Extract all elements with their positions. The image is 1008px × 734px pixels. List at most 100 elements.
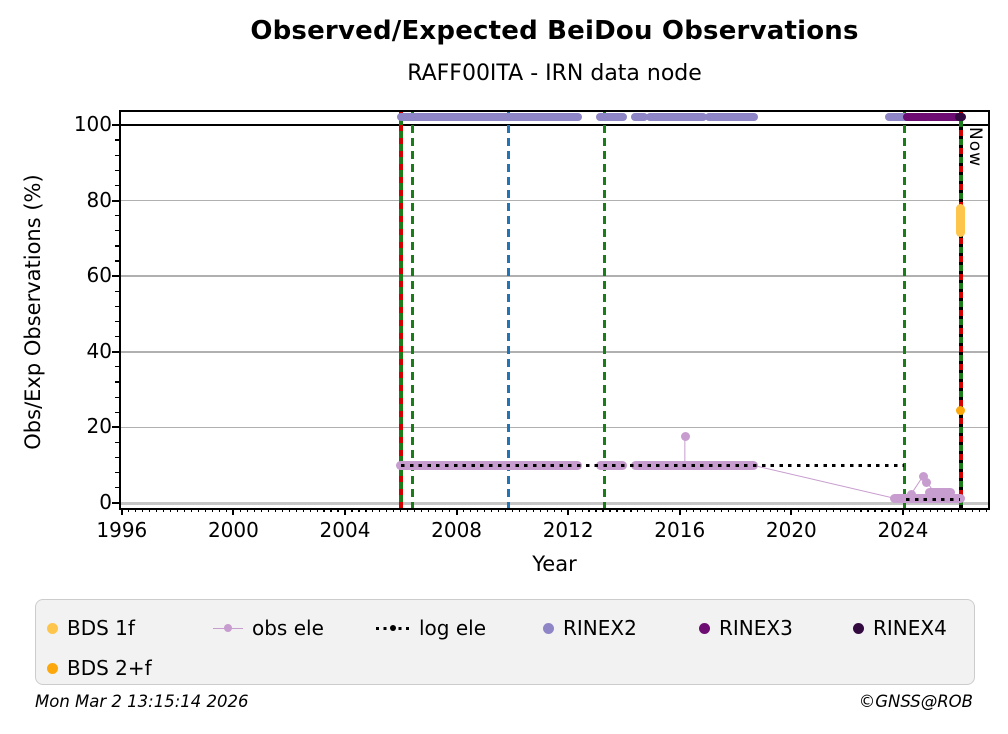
x-minor-tick <box>630 508 632 512</box>
y-minor-tick <box>115 260 119 262</box>
gridline-y0 <box>121 501 988 505</box>
x-minor-tick <box>539 508 541 512</box>
reference-line-100 <box>121 123 988 127</box>
x-minor-tick <box>365 508 367 512</box>
legend-item-rinex4: RINEX4 <box>853 616 947 640</box>
legend-label: RINEX4 <box>873 616 947 640</box>
x-minor-tick <box>442 508 444 512</box>
x-minor-tick <box>351 508 353 512</box>
obs-ele-dot <box>224 624 232 632</box>
x-minor-tick <box>727 508 730 512</box>
x-tick-label-2004: 2004 <box>319 518 371 542</box>
timestamp: Mon Mar 2 13:15:14 2026 <box>35 692 249 711</box>
data-run-rinex2 <box>884 113 910 122</box>
x-minor-tick <box>783 508 785 512</box>
x-minor-tick <box>804 508 806 512</box>
data-point-obs-ele <box>922 478 932 488</box>
x-minor-tick <box>986 508 988 512</box>
x-minor-tick <box>225 508 228 512</box>
x-minor-tick <box>825 508 827 512</box>
x-minor-tick <box>846 508 848 512</box>
x-minor-tick <box>895 508 897 512</box>
x-tick-label-2000: 2000 <box>207 518 259 542</box>
y-minor-tick <box>115 472 119 474</box>
x-minor-tick <box>658 508 660 512</box>
x-minor-tick <box>135 508 137 512</box>
x-minor-tick <box>616 508 618 512</box>
x-minor-tick <box>811 508 813 512</box>
x-minor-tick <box>672 508 674 512</box>
x-minor-tick <box>330 508 332 512</box>
y-minor-tick <box>115 305 119 307</box>
x-minor-tick <box>686 508 688 512</box>
x-minor-tick <box>916 508 918 512</box>
event-line-2013.3 <box>602 112 606 508</box>
y-axis-label: Obs/Exp Observations (%) <box>21 174 45 450</box>
x-minor-tick <box>637 508 639 512</box>
data-line-obs-ele <box>753 464 895 499</box>
x-minor-tick <box>930 508 932 512</box>
now-label: Now <box>965 127 985 168</box>
x-minor-tick <box>839 508 841 512</box>
x-tick-label-2016: 2016 <box>654 518 706 542</box>
x-minor-tick <box>944 508 946 512</box>
x-minor-tick <box>888 508 890 512</box>
data-run-rinex2 <box>705 113 758 122</box>
x-minor-tick <box>414 508 416 512</box>
y-tick-label-100: 100 <box>73 111 112 136</box>
log-ele-marker-icon <box>376 623 410 634</box>
data-run-rinex2 <box>596 113 627 122</box>
legend-item-obs-ele: obs ele <box>213 616 324 640</box>
x-minor-tick <box>149 508 151 512</box>
y-minor-tick <box>115 290 119 292</box>
x-minor-tick <box>184 508 186 512</box>
y-tick-label-0: 0 <box>99 490 112 514</box>
x-minor-tick <box>518 508 520 512</box>
x-minor-tick <box>734 508 737 512</box>
x-minor-tick <box>497 508 500 512</box>
x-minor-tick <box>609 508 611 512</box>
gridline-y40 <box>121 350 988 353</box>
rinex3-marker-icon <box>699 622 710 634</box>
x-minor-tick <box>595 508 597 512</box>
y-minor-tick <box>115 169 119 171</box>
legend-item-bds-2-f: BDS 2+f <box>47 656 152 680</box>
x-major-tick-2012 <box>567 508 570 515</box>
y-major-tick-0 <box>112 502 119 504</box>
x-minor-tick <box>504 508 506 512</box>
legend-label: RINEX2 <box>563 616 637 640</box>
x-major-tick-1996 <box>120 508 123 515</box>
y-major-tick-80 <box>112 199 119 202</box>
rinex4-marker-icon <box>853 622 864 634</box>
x-minor-tick <box>923 508 925 512</box>
x-minor-tick <box>295 508 297 512</box>
x-minor-tick <box>867 508 869 512</box>
x-minor-tick <box>421 508 423 512</box>
x-minor-tick <box>623 508 625 512</box>
x-minor-tick <box>546 508 548 512</box>
x-minor-tick <box>337 508 339 512</box>
x-minor-tick <box>602 508 604 512</box>
event-line-2009.85 <box>506 112 510 508</box>
y-minor-tick <box>115 184 119 186</box>
bds-1f-marker-icon <box>47 622 58 634</box>
legend-label: BDS 2+f <box>67 656 152 680</box>
x-major-tick-2004 <box>344 508 346 515</box>
x-minor-tick <box>958 508 960 512</box>
x-minor-tick <box>972 508 974 512</box>
y-tick-label-80: 80 <box>86 187 112 212</box>
x-minor-tick <box>748 508 751 512</box>
data-point-bds-2-f <box>955 405 965 415</box>
x-minor-tick <box>797 508 799 512</box>
x-minor-tick <box>951 508 953 512</box>
x-minor-tick <box>574 508 576 512</box>
x-minor-tick <box>769 508 771 512</box>
x-minor-tick <box>288 508 290 512</box>
y-tick-label-20: 20 <box>86 414 112 439</box>
x-minor-tick <box>874 508 876 512</box>
x-minor-tick <box>302 508 304 512</box>
x-tick-label-2020: 2020 <box>765 518 817 542</box>
x-minor-tick <box>170 508 172 512</box>
data-dotted-line-log-ele <box>905 498 961 502</box>
